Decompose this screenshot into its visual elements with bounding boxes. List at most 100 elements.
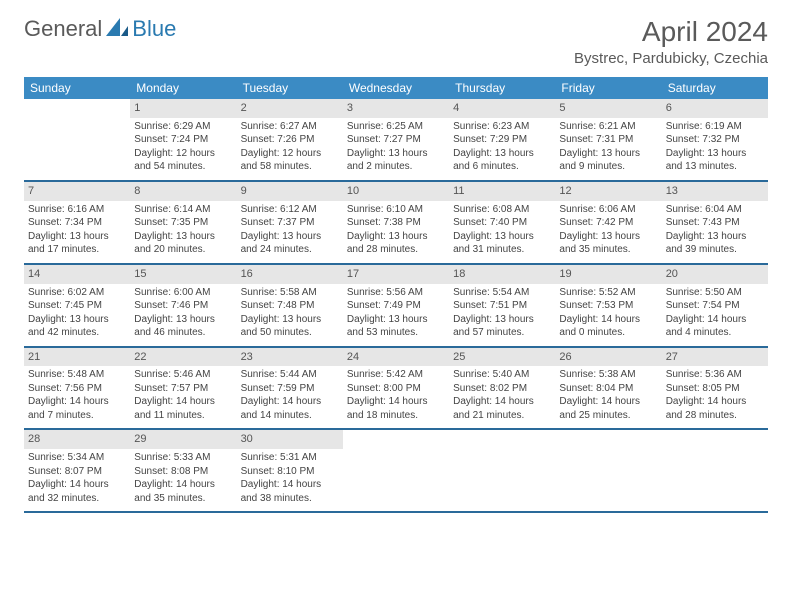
sunset-text: Sunset: 7:56 PM [28,382,126,396]
sunset-text: Sunset: 7:54 PM [666,299,764,313]
calendar-day-cell [24,99,130,181]
daylight-text: Daylight: 14 hours and 21 minutes. [453,395,551,422]
daylight-text: Daylight: 13 hours and 39 minutes. [666,230,764,257]
sunrise-text: Sunrise: 6:27 AM [241,120,339,134]
calendar-day-cell [555,429,661,512]
sunrise-text: Sunrise: 5:50 AM [666,286,764,300]
daylight-text: Daylight: 13 hours and 28 minutes. [347,230,445,257]
sunset-text: Sunset: 7:53 PM [559,299,657,313]
sunset-text: Sunset: 7:59 PM [241,382,339,396]
calendar-day-cell: 28Sunrise: 5:34 AMSunset: 8:07 PMDayligh… [24,429,130,512]
day-number: 3 [343,99,449,118]
calendar-day-cell: 6Sunrise: 6:19 AMSunset: 7:32 PMDaylight… [662,99,768,181]
daylight-text: Daylight: 14 hours and 38 minutes. [241,478,339,505]
sunrise-text: Sunrise: 5:42 AM [347,368,445,382]
daylight-text: Daylight: 12 hours and 54 minutes. [134,147,232,174]
sunset-text: Sunset: 7:45 PM [28,299,126,313]
sunrise-text: Sunrise: 6:04 AM [666,203,764,217]
logo-text-general: General [24,16,102,42]
calendar-day-cell: 23Sunrise: 5:44 AMSunset: 7:59 PMDayligh… [237,347,343,430]
calendar-day-cell: 3Sunrise: 6:25 AMSunset: 7:27 PMDaylight… [343,99,449,181]
day-number: 21 [24,348,130,367]
sunrise-text: Sunrise: 5:46 AM [134,368,232,382]
day-number: 11 [449,182,555,201]
day-number: 27 [662,348,768,367]
daylight-text: Daylight: 14 hours and 14 minutes. [241,395,339,422]
sunrise-text: Sunrise: 5:48 AM [28,368,126,382]
calendar-day-cell: 18 Sunrise: 5:54 AMSunset: 7:51 PMDayligh… [449,264,555,347]
day-number: 5 [555,99,661,118]
weekday-header: Sunday [24,77,130,99]
sunrise-text: Sunrise: 5:54 AM [453,286,551,300]
daylight-text: Daylight: 13 hours and 17 minutes. [28,230,126,257]
logo-sail-icon [106,16,128,42]
daylight-text: Daylight: 14 hours and 0 minutes. [559,313,657,340]
calendar-day-cell: 16Sunrise: 5:58 AMSunset: 7:48 PMDayligh… [237,264,343,347]
sunrise-text: Sunrise: 6:16 AM [28,203,126,217]
calendar-day-cell [449,429,555,512]
title-block: April 2024 Bystrec, Pardubicky, Czechia [574,16,768,67]
weekday-header: Wednesday [343,77,449,99]
sunset-text: Sunset: 7:46 PM [134,299,232,313]
calendar-day-cell: 8Sunrise: 6:14 AMSunset: 7:35 PMDaylight… [130,181,236,264]
sunset-text: Sunset: 7:27 PM [347,133,445,147]
calendar-day-cell: 21Sunrise: 5:48 AMSunset: 7:56 PMDayligh… [24,347,130,430]
daylight-text: Daylight: 13 hours and 57 minutes. [453,313,551,340]
day-number: 17 [343,265,449,284]
day-number: 1 [130,99,236,118]
day-number: 19 [555,265,661,284]
calendar-body: 1Sunrise: 6:29 AMSunset: 7:24 PMDaylight… [24,99,768,512]
calendar-day-cell: 29 Sunrise: 5:33 AMSunset: 8:08 PMDayligh… [130,429,236,512]
day-number: 6 [662,99,768,118]
sunset-text: Sunset: 8:07 PM [28,465,126,479]
calendar-day-cell: 12Sunrise: 6:06 AMSunset: 7:42 PMDayligh… [555,181,661,264]
sunrise-text: Sunrise: 6:23 AM [453,120,551,134]
sunset-text: Sunset: 7:24 PM [134,133,232,147]
sunset-text: Sunset: 7:37 PM [241,216,339,230]
sunset-text: Sunset: 8:08 PM [134,465,232,479]
sunset-text: Sunset: 8:04 PM [559,382,657,396]
month-title: April 2024 [574,16,768,48]
sunset-text: Sunset: 8:02 PM [453,382,551,396]
weekday-header-row: Sunday Monday Tuesday Wednesday Thursday… [24,77,768,99]
daylight-text: Daylight: 14 hours and 35 minutes. [134,478,232,505]
daylight-text: Daylight: 13 hours and 31 minutes. [453,230,551,257]
calendar-day-cell: 20Sunrise: 5:50 AMSunset: 7:54 PMDayligh… [662,264,768,347]
sunrise-text: Sunrise: 6:14 AM [134,203,232,217]
daylight-text: Daylight: 14 hours and 28 minutes. [666,395,764,422]
weekday-header: Thursday [449,77,555,99]
sunrise-text: Sunrise: 5:40 AM [453,368,551,382]
weekday-header: Tuesday [237,77,343,99]
daylight-text: Daylight: 13 hours and 6 minutes. [453,147,551,174]
sunrise-text: Sunrise: 5:31 AM [241,451,339,465]
calendar-week-row: 1Sunrise: 6:29 AMSunset: 7:24 PMDaylight… [24,99,768,181]
logo: General Blue [24,16,176,42]
calendar-day-cell: 25Sunrise: 5:40 AMSunset: 8:02 PMDayligh… [449,347,555,430]
sunrise-text: Sunrise: 5:44 AM [241,368,339,382]
sunrise-text: Sunrise: 5:34 AM [28,451,126,465]
day-number: 18 [449,265,555,284]
day-number: 24 [343,348,449,367]
sunrise-text: Sunrise: 5:33 AM [134,451,232,465]
day-number: 14 [24,265,130,284]
sunrise-text: Sunrise: 5:36 AM [666,368,764,382]
sunrise-text: Sunrise: 6:25 AM [347,120,445,134]
day-number: 10 [343,182,449,201]
calendar-day-cell: 27Sunrise: 5:36 AMSunset: 8:05 PMDayligh… [662,347,768,430]
calendar-day-cell: 22Sunrise: 5:46 AMSunset: 7:57 PMDayligh… [130,347,236,430]
calendar-day-cell: 14Sunrise: 6:02 AMSunset: 7:45 PMDayligh… [24,264,130,347]
day-number: 26 [555,348,661,367]
daylight-text: Daylight: 14 hours and 25 minutes. [559,395,657,422]
calendar-day-cell: 19Sunrise: 5:52 AMSunset: 7:53 PMDayligh… [555,264,661,347]
sunset-text: Sunset: 7:29 PM [453,133,551,147]
calendar-day-cell: 15Sunrise: 6:00 AMSunset: 7:46 PMDayligh… [130,264,236,347]
calendar-day-cell: 30Sunrise: 5:31 AMSunset: 8:10 PMDayligh… [237,429,343,512]
day-number: 29 [130,430,236,449]
daylight-text: Daylight: 14 hours and 4 minutes. [666,313,764,340]
sunrise-text: Sunrise: 5:58 AM [241,286,339,300]
sunrise-text: Sunrise: 6:21 AM [559,120,657,134]
sunset-text: Sunset: 7:51 PM [453,299,551,313]
sunrise-text: Sunrise: 5:56 AM [347,286,445,300]
sunset-text: Sunset: 7:40 PM [453,216,551,230]
sunset-text: Sunset: 8:00 PM [347,382,445,396]
